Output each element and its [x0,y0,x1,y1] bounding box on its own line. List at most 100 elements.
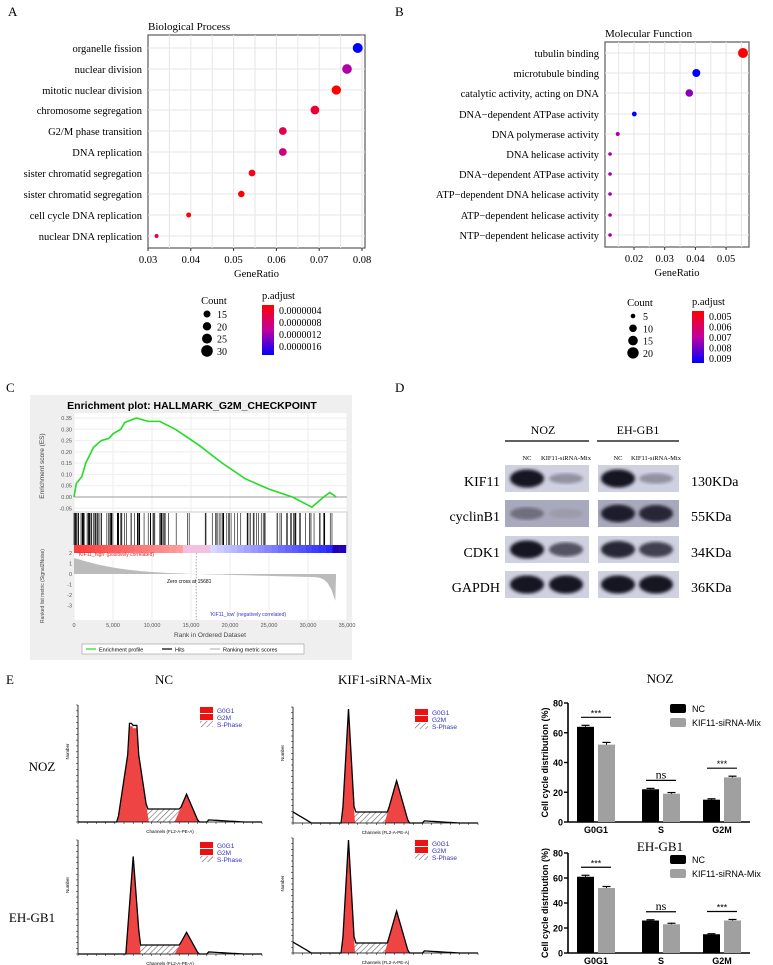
gsea-plot [30,395,352,660]
bar [663,924,680,953]
rank-color-bar-segment [169,545,177,553]
legend-swatch-s-phase [200,721,213,727]
hits-band [73,511,348,547]
data-point [608,213,612,217]
color-legend-label: 0.009 [709,354,732,365]
chart-title: EH-GB1 [637,839,683,854]
legend-label: G0G1 [432,710,450,717]
rank-color-bar-segment [162,545,170,553]
size-legend-dot [203,310,211,318]
protein-band [510,507,544,520]
x-axis-label: Channels (FL2-A-PE-A) [362,960,410,965]
rank-color-bar-segment [230,545,238,553]
term-label: nuclear DNA replication [39,232,143,243]
data-point [238,190,245,198]
metric-tick-label: 2 [69,551,72,557]
size-legend-label: 10 [643,324,653,335]
x-tick-label: 35,000 [339,623,356,629]
data-point [685,89,694,97]
protein-label: GAPDH [452,581,500,596]
x-tick-label: 0.08 [353,255,371,266]
term-label: ATP−dependent helicase activity [461,211,600,222]
term-label: catalytic activity, acting on DNA [461,89,600,100]
legend-swatch-g0g1 [415,840,428,846]
x-tick-label: 5,000 [106,623,120,629]
data-point [352,43,363,53]
rank-color-bar-segment [189,545,197,553]
rank-color-bar-segment [257,545,265,553]
legend-label: G0G1 [217,843,235,850]
plot-frame [604,41,750,248]
legend-swatch [670,869,686,878]
x-tick-label: 0.06 [267,255,285,266]
es-tick-label: 0.15 [61,461,72,467]
size-label: 55KDa [691,510,732,525]
bar [724,920,741,953]
size-legend-label: 20 [217,322,227,333]
g2m-peak-area [168,795,205,822]
dotplot-A [147,34,366,357]
y-axis-label: Number [65,877,70,894]
x-tick-label: G2M [712,825,732,835]
data-point [692,69,701,77]
es-tick-label: 0.25 [61,439,72,445]
bar [577,726,594,822]
bar [598,744,615,822]
x-tick-label: 0.05 [224,255,242,266]
legend-label: S-Phase [217,857,242,864]
flow-histogram [291,706,479,825]
y-axis-label: Cell cycle distribution (%) [540,848,550,958]
size-label: 130KDa [691,475,739,490]
y-tick-label: 60 [553,728,563,738]
size-legend-title: Count [627,298,653,309]
term-label: ATP−dependent DNA helicase activity [436,190,600,201]
size-legend-label: 30 [217,347,227,358]
chart-title: Molecular Function [605,28,693,40]
rank-color-bar-segment [216,545,224,553]
term-label: DNA polymerase activity [492,130,600,141]
rank-color-bar-segment [250,545,258,553]
g2m-peak-area [378,781,416,823]
legend-swatch-s-phase [200,856,213,862]
term-label: mitotic nuclear division [42,86,142,97]
panel-label-d: D [395,380,404,395]
x-tick-label: 30,000 [300,623,317,629]
rank-color-bar-segment [182,545,190,553]
panel-label-e: E [6,672,14,687]
rank-color-bar-segment [80,545,88,553]
term-label: sister chromatid segregation [24,169,143,180]
legend-label: Enrichment profile [99,648,143,654]
protein-band [549,575,583,594]
y-tick-label: 80 [553,849,563,859]
term-label: DNA replication [72,148,142,159]
legend-swatch-g2m [415,716,428,722]
protein-band [639,575,673,594]
bar [663,793,680,822]
legend-swatch-g2m [200,714,213,720]
legend-swatch-s-phase [415,854,428,860]
flow-histogram [76,704,263,824]
data-point [310,105,320,115]
rank-color-bar-segment [142,545,149,553]
protein-band [510,540,544,559]
x-tick-label: 0.05 [717,254,735,265]
protein-label: KIF11 [464,475,500,490]
rank-color-bar-segment [223,545,231,553]
flow-histogram [291,837,479,955]
rank-color-bar-segment [210,545,217,553]
size-legend-dot [629,324,637,333]
data-point [278,148,287,156]
rank-color-bar-segment [271,545,279,553]
color-legend-label: 0.007 [709,333,732,344]
bar-chart-E-EH-GB1 [564,852,750,954]
legend-swatch-g0g1 [415,709,428,715]
flow-histogram [76,839,263,956]
legend-swatch-s-phase [415,723,428,729]
protein-band [639,541,673,558]
legend-swatch-g0g1 [200,842,213,848]
column-title-sirna: KIF1-siRNA-Mix [338,672,432,687]
size-legend-label: 20 [643,349,653,360]
protein-band [601,504,635,523]
x-axis-label: Channels (FL2-A-PE-A) [146,829,194,834]
